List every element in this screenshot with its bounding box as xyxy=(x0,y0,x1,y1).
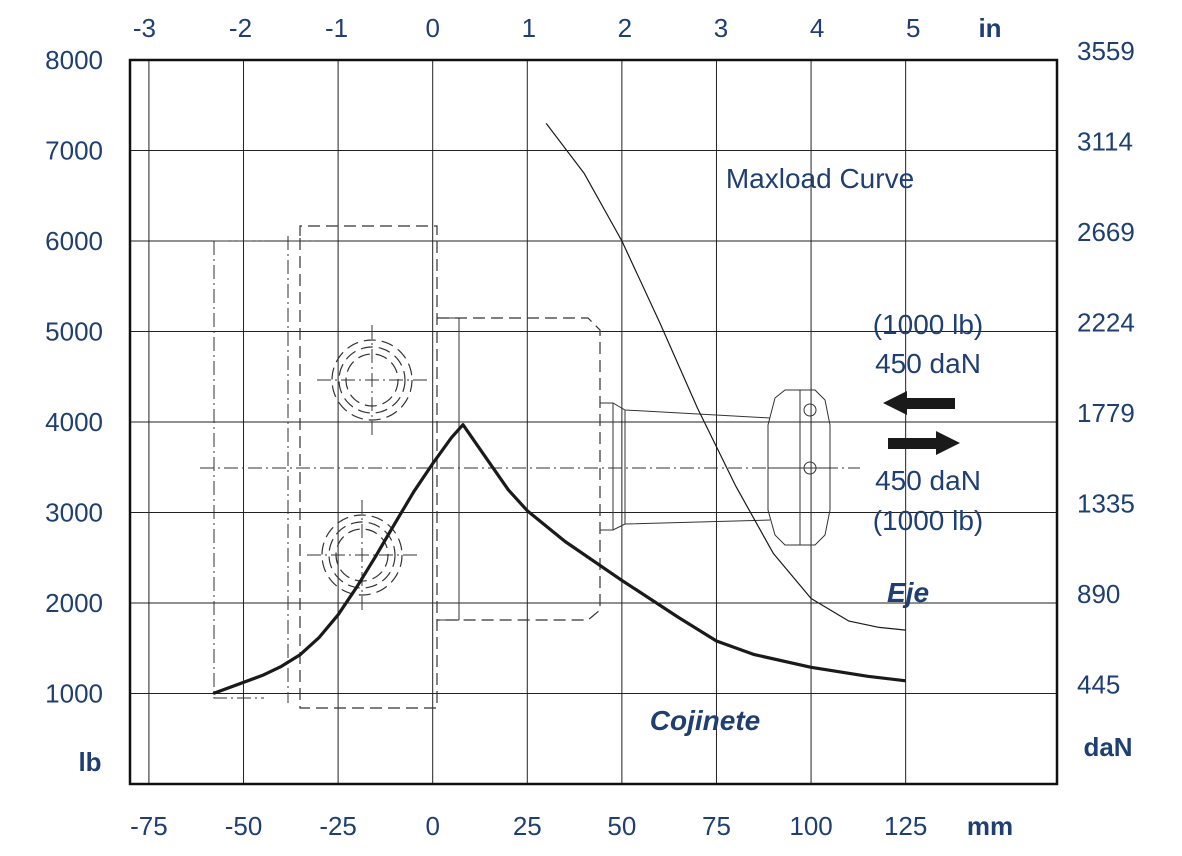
technical-drawing xyxy=(200,225,860,709)
x-tick-label-in: 4 xyxy=(810,13,824,43)
x-tick-label-in: -2 xyxy=(229,13,252,43)
drawing-line xyxy=(213,241,264,699)
arrow-right-icon xyxy=(888,431,960,455)
eje-label: Eje xyxy=(887,577,929,608)
x-tick-label-in: 3 xyxy=(714,13,728,43)
x-tick-label-mm: -25 xyxy=(319,811,357,841)
axis-labels: -75 -50 -25 0 25 50 75 100 125 -3 -2 -1 0 1 2 3 4 5 1000 44… xyxy=(45,13,1135,841)
x-tick-label-in: 5 xyxy=(906,13,920,43)
top-axis-unit: in xyxy=(978,13,1001,43)
drawing-line xyxy=(600,519,771,531)
nut-detail xyxy=(803,403,817,417)
plot-frame xyxy=(128,58,1059,786)
series-line-cojinete xyxy=(212,423,906,696)
x-tick-label-mm: 25 xyxy=(513,811,542,841)
x-tick-label-in: -3 xyxy=(133,13,156,43)
y-tick-label-lb: 3000 xyxy=(45,498,103,528)
x-tick-label-mm: -50 xyxy=(225,811,263,841)
y-tick-label-lb: 2000 xyxy=(45,588,103,618)
arrow-left-icon xyxy=(883,391,955,415)
x-tick-label-mm: 0 xyxy=(425,811,439,841)
x-tick-label-in: 0 xyxy=(425,13,439,43)
x-tick-label-mm: 50 xyxy=(607,811,636,841)
drawing-line xyxy=(299,225,438,709)
y-tick-label-dan: 3559 xyxy=(1077,36,1135,66)
force-bottom-dan-label: 450 daN xyxy=(875,465,981,496)
bottom-axis-unit: mm xyxy=(967,811,1013,841)
cojinete-label: Cojinete xyxy=(650,705,760,736)
y-tick-label-lb: 6000 xyxy=(45,226,103,256)
y-tick-label-dan: 1779 xyxy=(1077,398,1135,428)
grid-lines xyxy=(130,59,1057,784)
y-tick-label-lb: 8000 xyxy=(45,45,103,75)
y-tick-label-lb: 5000 xyxy=(45,317,103,347)
bolt-hole-circle xyxy=(321,514,403,596)
bolt-hole-circle xyxy=(331,339,413,421)
series-lines xyxy=(212,123,906,696)
y-tick-label-dan: 445 xyxy=(1077,670,1120,700)
y-tick-label-dan: 890 xyxy=(1077,579,1120,609)
y-tick-label-dan: 2669 xyxy=(1077,217,1135,247)
drawing-line xyxy=(600,402,771,419)
y-tick-label-dan: 3114 xyxy=(1077,127,1133,157)
force-top-dan-label: 450 daN xyxy=(875,348,981,379)
x-tick-label-mm: 100 xyxy=(789,811,832,841)
y-tick-label-lb: 7000 xyxy=(45,136,103,166)
x-tick-label-mm: -75 xyxy=(130,811,168,841)
bolt-hole-circle xyxy=(328,521,396,589)
y-tick-label-lb: 4000 xyxy=(45,407,103,437)
y-tick-label-lb: 1000 xyxy=(45,679,103,709)
drawing-line xyxy=(437,317,601,621)
series-line-eje xyxy=(545,123,906,631)
nut-detail xyxy=(803,461,817,475)
y-tick-label-dan: 2224 xyxy=(1077,308,1135,338)
x-tick-label-in: 2 xyxy=(618,13,632,43)
force-top-lb-label: (1000 lb) xyxy=(873,309,984,340)
left-axis-unit: lb xyxy=(78,747,101,777)
x-tick-label-in: 1 xyxy=(522,13,536,43)
maxload-curve-label: Maxload Curve xyxy=(726,163,914,194)
nut-outline xyxy=(767,389,831,546)
y-tick-label-dan: 1335 xyxy=(1077,489,1135,519)
force-bottom-lb-label: (1000 lb) xyxy=(873,505,984,536)
right-axis-unit: daN xyxy=(1083,732,1132,762)
x-tick-label-mm: 125 xyxy=(884,811,927,841)
x-tick-label-in: -1 xyxy=(325,13,348,43)
bolt-hole-circle xyxy=(338,346,406,414)
x-tick-label-mm: 75 xyxy=(702,811,731,841)
